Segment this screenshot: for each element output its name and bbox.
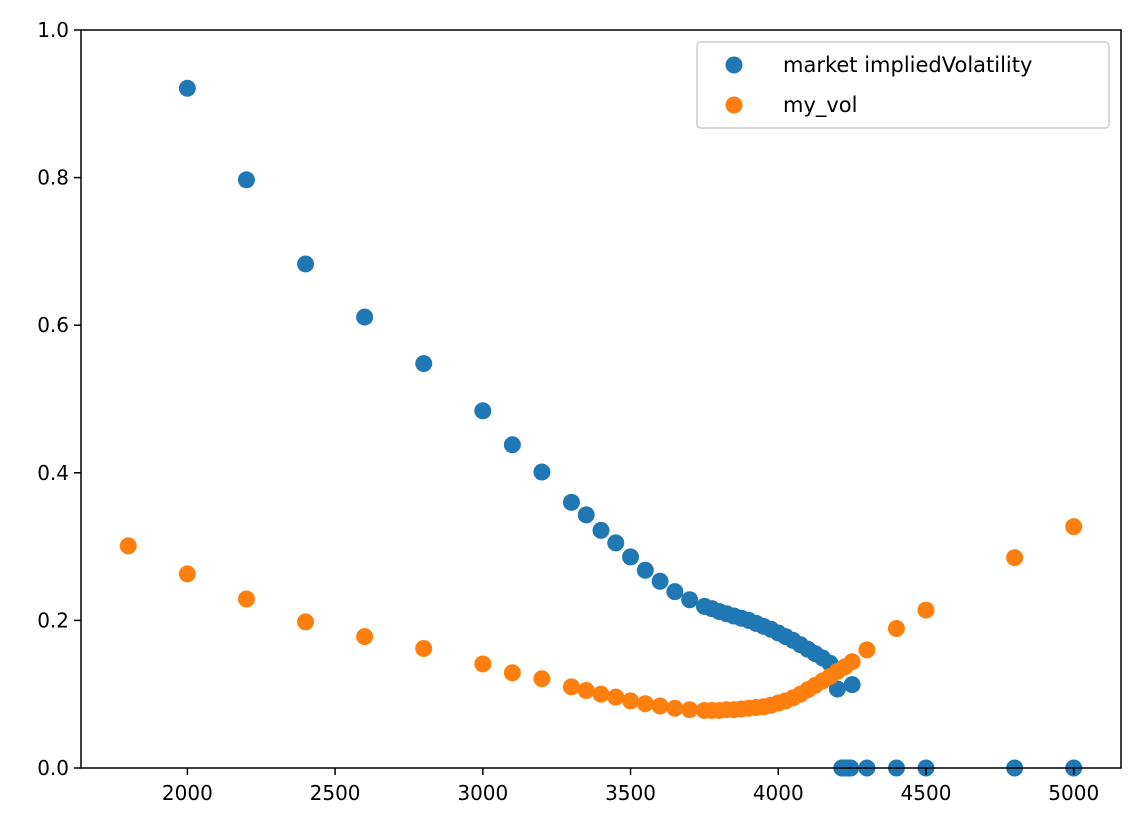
data-point (119, 537, 137, 555)
data-point (681, 701, 699, 719)
data-points (119, 79, 1083, 777)
data-point (474, 402, 492, 420)
data-point (651, 697, 669, 715)
legend-marker (725, 56, 743, 74)
data-point (503, 664, 521, 682)
data-point (828, 680, 846, 698)
data-point (577, 682, 595, 700)
legend-marker (725, 96, 743, 114)
x-tick-label: 2000 (162, 781, 213, 805)
y-tick-label: 1.0 (37, 18, 69, 42)
data-point (636, 695, 654, 713)
data-point (533, 670, 551, 688)
data-point (503, 436, 521, 454)
data-point (237, 590, 255, 608)
y-tick-label: 0.8 (37, 166, 69, 190)
data-point (666, 699, 684, 717)
data-point (562, 493, 580, 511)
data-point (622, 548, 640, 566)
data-point (356, 628, 374, 646)
x-axis: 2000 2500 3000 3500 4000 4500 5000 (162, 768, 1099, 805)
data-point (858, 641, 876, 659)
data-point (666, 583, 684, 601)
x-tick-label: 3000 (457, 781, 508, 805)
y-axis: 0.0 0.2 0.4 0.6 0.8 1.0 (37, 18, 81, 780)
data-point (562, 678, 580, 696)
y-tick-label: 0.0 (37, 756, 69, 780)
data-point (843, 676, 861, 694)
series-1 (119, 518, 1083, 719)
series-0 (178, 79, 1083, 777)
legend-label: market impliedVolatility (783, 53, 1032, 77)
data-point (474, 655, 492, 673)
data-point (297, 613, 315, 631)
data-point (178, 565, 196, 583)
data-point (917, 601, 935, 619)
data-point (533, 463, 551, 481)
data-point (636, 561, 654, 579)
data-point (607, 688, 625, 706)
plot-frame (80, 29, 1122, 769)
legend: market impliedVolatility my_vol (696, 41, 1110, 129)
data-point (415, 639, 433, 657)
legend-box (696, 41, 1110, 129)
data-point (178, 79, 196, 97)
data-point (415, 355, 433, 373)
data-point (622, 692, 640, 710)
y-tick-label: 0.4 (37, 461, 69, 485)
data-point (1006, 549, 1024, 567)
legend-label: my_vol (783, 93, 858, 118)
y-tick-label: 0.2 (37, 608, 69, 632)
data-point (577, 506, 595, 524)
x-tick-label: 3500 (605, 781, 656, 805)
data-point (651, 572, 669, 590)
data-point (356, 308, 374, 326)
x-tick-label: 4500 (901, 781, 952, 805)
x-tick-label: 5000 (1048, 781, 1099, 805)
data-point (592, 685, 610, 703)
data-point (592, 521, 610, 539)
data-point (237, 171, 255, 189)
data-point (681, 591, 699, 609)
y-tick-label: 0.6 (37, 313, 69, 337)
data-point (843, 653, 861, 671)
x-tick-label: 2500 (310, 781, 361, 805)
data-point (607, 534, 625, 552)
x-tick-label: 4000 (753, 781, 804, 805)
data-point (1065, 518, 1083, 536)
data-point (297, 255, 315, 273)
data-point (887, 620, 905, 638)
